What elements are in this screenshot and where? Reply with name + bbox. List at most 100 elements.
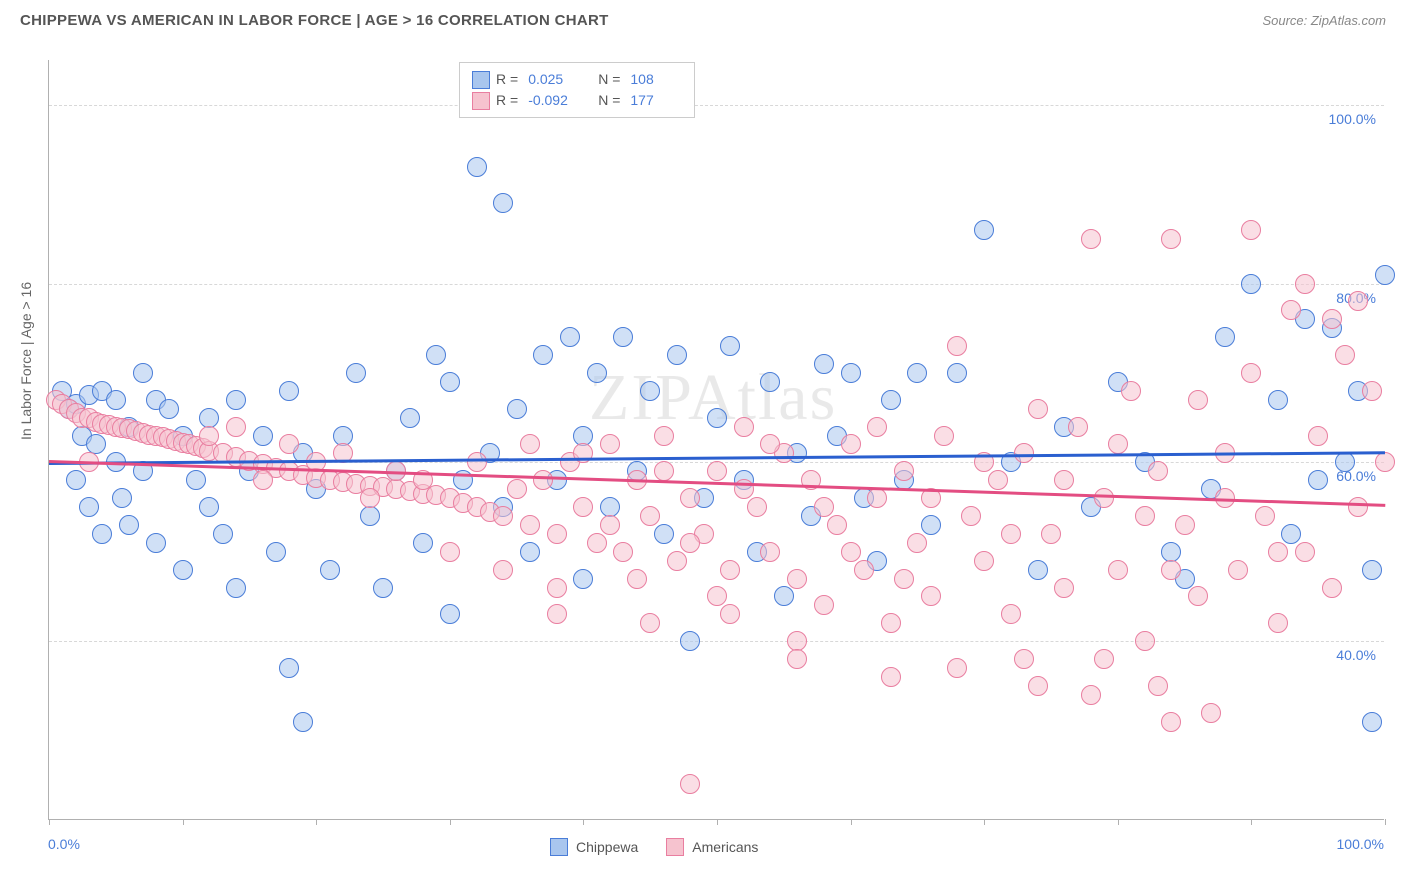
scatter-point-americans	[1201, 703, 1221, 723]
scatter-point-americans	[507, 479, 527, 499]
scatter-point-americans	[707, 461, 727, 481]
scatter-point-americans	[1268, 613, 1288, 633]
scatter-point-americans	[947, 336, 967, 356]
scatter-point-americans	[1188, 586, 1208, 606]
scatter-point-chippewa	[253, 426, 273, 446]
scatter-point-americans	[573, 443, 593, 463]
scatter-point-chippewa	[1241, 274, 1261, 294]
scatter-point-chippewa	[226, 390, 246, 410]
scatter-point-americans	[1228, 560, 1248, 580]
scatter-point-americans	[680, 533, 700, 553]
scatter-point-americans	[1161, 560, 1181, 580]
scatter-point-chippewa	[1215, 327, 1235, 347]
scatter-point-chippewa	[587, 363, 607, 383]
scatter-point-chippewa	[213, 524, 233, 544]
scatter-point-americans	[587, 533, 607, 553]
scatter-point-chippewa	[467, 157, 487, 177]
grid-line	[49, 284, 1384, 285]
scatter-point-chippewa	[112, 488, 132, 508]
scatter-point-americans	[747, 497, 767, 517]
scatter-point-americans	[680, 488, 700, 508]
scatter-point-americans	[1335, 345, 1355, 365]
correlation-legend: R =0.025N =108R =-0.092N =177	[459, 62, 695, 118]
scatter-point-chippewa	[1362, 712, 1382, 732]
legend-row: R =-0.092N =177	[472, 90, 682, 111]
legend-swatch	[666, 838, 684, 856]
scatter-point-americans	[1362, 381, 1382, 401]
scatter-point-americans	[1135, 631, 1155, 651]
scatter-point-chippewa	[92, 524, 112, 544]
scatter-point-americans	[1322, 578, 1342, 598]
scatter-point-americans	[1121, 381, 1141, 401]
scatter-point-americans	[1001, 604, 1021, 624]
scatter-point-americans	[841, 434, 861, 454]
scatter-point-chippewa	[974, 220, 994, 240]
legend-n-label: N =	[598, 69, 620, 90]
legend-series-label: Chippewa	[576, 839, 638, 855]
scatter-point-chippewa	[186, 470, 206, 490]
legend-series-label: Americans	[692, 839, 758, 855]
y-tick-label: 100.0%	[1329, 111, 1376, 127]
plot-area: ZIPAtlas 40.0%60.0%80.0%100.0% R =0.025N…	[48, 60, 1384, 820]
scatter-point-americans	[680, 774, 700, 794]
scatter-point-americans	[1028, 399, 1048, 419]
scatter-point-americans	[988, 470, 1008, 490]
scatter-point-chippewa	[493, 193, 513, 213]
scatter-point-chippewa	[760, 372, 780, 392]
scatter-point-americans	[1295, 542, 1315, 562]
legend-r-value: 0.025	[528, 69, 580, 90]
scatter-point-americans	[1322, 309, 1342, 329]
scatter-point-chippewa	[199, 497, 219, 517]
scatter-point-americans	[1014, 649, 1034, 669]
scatter-point-chippewa	[1375, 265, 1395, 285]
scatter-point-americans	[1135, 506, 1155, 526]
bottom-legend-item: Chippewa	[550, 838, 638, 856]
scatter-point-chippewa	[774, 586, 794, 606]
scatter-point-chippewa	[133, 363, 153, 383]
bottom-legend-item: Americans	[666, 838, 758, 856]
scatter-point-americans	[1054, 470, 1074, 490]
x-tick	[1251, 819, 1252, 825]
scatter-point-americans	[1148, 461, 1168, 481]
scatter-point-americans	[253, 470, 273, 490]
scatter-point-americans	[1241, 220, 1261, 240]
scatter-point-americans	[867, 488, 887, 508]
scatter-point-americans	[1108, 560, 1128, 580]
scatter-point-chippewa	[293, 712, 313, 732]
scatter-point-americans	[226, 417, 246, 437]
scatter-point-americans	[667, 551, 687, 571]
scatter-point-chippewa	[921, 515, 941, 535]
scatter-point-americans	[1161, 229, 1181, 249]
chart-title: CHIPPEWA VS AMERICAN IN LABOR FORCE | AG…	[20, 12, 609, 29]
scatter-point-americans	[627, 569, 647, 589]
scatter-point-americans	[720, 604, 740, 624]
scatter-point-americans	[600, 515, 620, 535]
scatter-point-americans	[1161, 712, 1181, 732]
scatter-point-americans	[947, 658, 967, 678]
scatter-point-chippewa	[440, 372, 460, 392]
scatter-point-chippewa	[400, 408, 420, 428]
scatter-point-americans	[1054, 578, 1074, 598]
x-tick	[450, 819, 451, 825]
scatter-point-chippewa	[613, 327, 633, 347]
scatter-point-americans	[894, 569, 914, 589]
scatter-point-americans	[1188, 390, 1208, 410]
x-tick-label: 100.0%	[1337, 836, 1384, 852]
scatter-point-chippewa	[881, 390, 901, 410]
x-tick	[1385, 819, 1386, 825]
scatter-point-americans	[654, 426, 674, 446]
scatter-point-chippewa	[680, 631, 700, 651]
legend-r-label: R =	[496, 90, 518, 111]
x-tick	[717, 819, 718, 825]
scatter-point-americans	[1175, 515, 1195, 535]
scatter-point-americans	[1148, 676, 1168, 696]
scatter-point-chippewa	[266, 542, 286, 562]
scatter-point-chippewa	[1308, 470, 1328, 490]
y-axis-label: In Labor Force | Age > 16	[18, 282, 34, 440]
scatter-point-chippewa	[707, 408, 727, 428]
grid-line	[49, 105, 1384, 106]
legend-n-label: N =	[598, 90, 620, 111]
scatter-point-americans	[787, 569, 807, 589]
title-bar: CHIPPEWA VS AMERICAN IN LABOR FORCE | AG…	[0, 0, 1406, 39]
scatter-point-chippewa	[66, 470, 86, 490]
